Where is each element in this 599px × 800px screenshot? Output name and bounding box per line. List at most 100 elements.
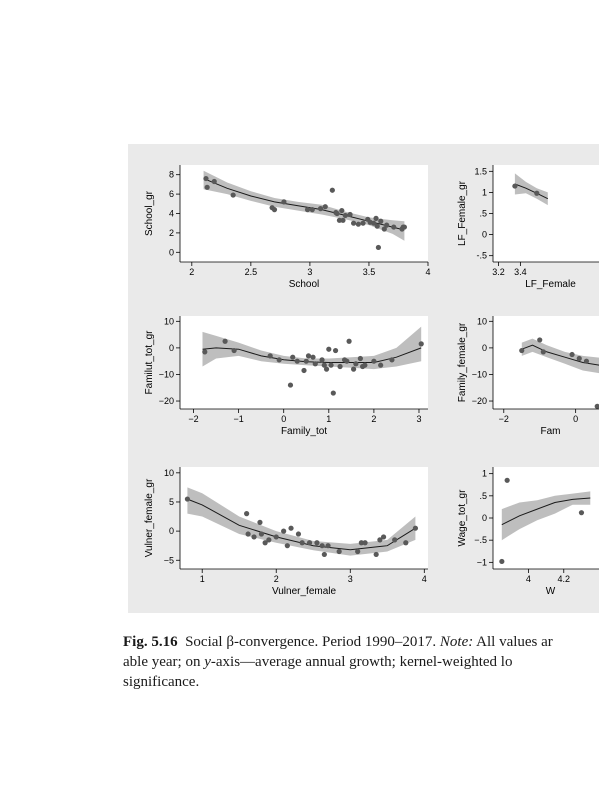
data-point xyxy=(374,223,380,229)
x-axis-title: Fam xyxy=(541,426,561,437)
data-point xyxy=(412,525,419,531)
data-point xyxy=(321,551,327,558)
y-tick-label: 8 xyxy=(169,170,174,180)
y-tick-label: −5 xyxy=(164,555,174,565)
data-point xyxy=(326,346,332,352)
y-tick-label: 1 xyxy=(482,469,487,479)
plot-content xyxy=(202,326,424,396)
y-tick-label: 6 xyxy=(169,189,174,199)
y-tick-label: 0 xyxy=(169,526,174,536)
data-point xyxy=(301,367,307,374)
plot-content xyxy=(499,477,591,565)
y-tick-label: −10 xyxy=(159,369,174,379)
data-point xyxy=(304,207,311,213)
data-point xyxy=(204,184,210,190)
y-tick-label: .5 xyxy=(479,491,487,501)
fit-line xyxy=(501,497,591,526)
data-point xyxy=(245,531,251,537)
x-axis-title: W xyxy=(546,586,556,597)
data-point xyxy=(351,366,357,372)
x-tick-label: 1 xyxy=(200,574,205,584)
chart-6: 4 4.2 −1 −.5 0 .5 1 W Wage_tot_gr xyxy=(457,467,599,597)
x-tick-label: 3 xyxy=(416,414,421,424)
data-point xyxy=(569,351,575,358)
x-tick-label: 3 xyxy=(307,267,312,277)
confidence-band xyxy=(501,491,591,541)
data-point xyxy=(203,175,209,182)
data-point xyxy=(258,531,265,537)
data-point xyxy=(231,347,237,354)
data-point xyxy=(330,390,336,396)
figure-panel: 2 2.5 3 3.5 4 0 2 4 6 8 School School_gr 3.2 3.4 -.5 0.… xyxy=(128,144,599,613)
data-point xyxy=(499,558,505,565)
data-point xyxy=(534,190,540,196)
data-point xyxy=(389,357,395,363)
caption-line1-rest: All values ar xyxy=(476,634,553,650)
data-point xyxy=(583,358,590,364)
y-tick-label: 10 xyxy=(164,316,174,326)
y-tick-label: −20 xyxy=(472,396,487,406)
data-point xyxy=(284,543,290,549)
data-point xyxy=(319,357,325,363)
x-axis-title: School xyxy=(289,279,320,290)
chart-5: 1 2 3 4 −5 0 5 10 Vulner_female Vulner_female_gr xyxy=(144,467,428,597)
data-point xyxy=(362,540,368,546)
y-tick-label: 5 xyxy=(169,497,174,507)
data-point xyxy=(578,510,585,516)
caption-line2-rest: -axis—average annual growth; kernel-weig… xyxy=(210,654,513,670)
caption-line2-italic: y xyxy=(204,654,211,670)
data-point xyxy=(519,347,525,354)
data-point xyxy=(321,362,327,368)
data-point xyxy=(337,363,343,370)
caption-note-label: Note: xyxy=(439,634,474,650)
y-tick-label: −1 xyxy=(477,557,487,567)
x-tick-label: 2 xyxy=(189,267,194,277)
chart-3: −2 −1 0 1 2 3−20−10010Family_totFamilut_tot_g… xyxy=(144,316,428,437)
y-axis-title: Familut_tot_gr xyxy=(144,330,155,395)
data-point xyxy=(230,192,236,198)
y-tick-label: −.5 xyxy=(474,535,487,545)
data-point xyxy=(303,358,309,364)
data-point xyxy=(262,540,268,546)
confidence-band xyxy=(514,173,548,206)
y-tick-label: 0 xyxy=(169,343,174,353)
data-point xyxy=(342,212,348,219)
data-point xyxy=(355,548,361,555)
x-tick-label: −2 xyxy=(188,414,198,424)
data-point xyxy=(401,224,407,230)
data-point xyxy=(305,353,312,359)
data-point xyxy=(322,204,328,210)
data-point xyxy=(355,221,361,227)
x-tick-label: −1 xyxy=(233,414,243,424)
data-point xyxy=(391,224,397,230)
data-point xyxy=(309,207,315,213)
data-point xyxy=(594,403,599,409)
data-point xyxy=(357,355,363,362)
data-point xyxy=(332,347,339,354)
data-point xyxy=(281,528,287,534)
data-point xyxy=(271,207,278,213)
x-tick-label: 1 xyxy=(326,414,331,424)
data-point xyxy=(294,358,300,364)
y-tick-label: 1.5 xyxy=(474,166,487,176)
data-point xyxy=(266,537,272,543)
data-point xyxy=(222,338,228,344)
data-point xyxy=(323,366,330,372)
data-point xyxy=(328,362,334,368)
data-point xyxy=(378,362,384,368)
x-tick-label: 4 xyxy=(425,267,430,277)
data-point xyxy=(403,540,409,546)
data-point xyxy=(299,540,305,546)
data-point xyxy=(306,540,313,546)
x-tick-label: 3.2 xyxy=(492,267,505,277)
data-point xyxy=(373,215,379,221)
chart-1: 2 2.5 3 3.5 4 0 2 4 6 8 School School_gr xyxy=(144,165,431,290)
data-point xyxy=(384,222,390,228)
y-tick-label: −20 xyxy=(159,396,174,406)
data-point xyxy=(184,496,191,502)
data-point xyxy=(257,519,263,525)
data-point xyxy=(202,349,208,355)
fit-line xyxy=(514,183,549,200)
